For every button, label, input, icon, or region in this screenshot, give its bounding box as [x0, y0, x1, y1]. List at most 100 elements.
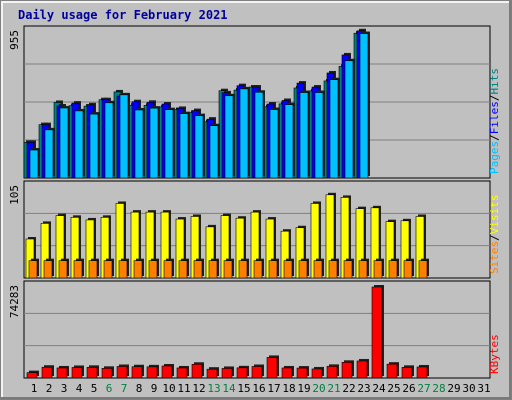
- legend-visits-sites: Sites/Visits: [488, 195, 501, 275]
- bar-sites: [88, 260, 98, 279]
- bar-sites: [388, 260, 398, 279]
- bar-kbytes: [221, 368, 233, 379]
- bar-pages: [164, 109, 174, 179]
- bar-kbytes: [356, 360, 368, 379]
- x-tick-label: 28: [432, 382, 445, 395]
- bar-sites: [103, 260, 113, 279]
- x-tick-label: 19: [297, 382, 310, 395]
- bar-pages: [89, 113, 99, 179]
- bar-kbytes: [161, 365, 173, 379]
- bar-pages: [329, 79, 339, 179]
- x-tick-label: 31: [477, 382, 490, 395]
- bar-kbytes: [26, 372, 38, 379]
- bar-pages: [119, 94, 129, 179]
- bar-kbytes: [116, 366, 128, 379]
- legend-hits-files-pages: Pages/Files/Hits: [488, 68, 501, 174]
- legend-entry: /: [488, 95, 501, 102]
- bar-kbytes: [41, 366, 53, 379]
- bar-sites: [148, 260, 158, 279]
- bar-kbytes: [416, 366, 428, 379]
- bar-kbytes: [56, 367, 68, 379]
- bar-kbytes: [206, 368, 218, 379]
- x-tick-label: 12: [192, 382, 205, 395]
- bar-pages: [104, 102, 114, 179]
- bar-kbytes: [281, 367, 293, 379]
- bar-sites: [73, 260, 83, 279]
- x-tick-label: 29: [447, 382, 460, 395]
- bar-pages: [74, 110, 84, 179]
- bar-sites: [118, 260, 128, 279]
- x-tick-label: 27: [417, 382, 430, 395]
- x-tick-label: 17: [267, 382, 280, 395]
- x-tick-label: 13: [207, 382, 220, 395]
- ymax-label: 955: [8, 30, 21, 50]
- bar-sites: [343, 260, 353, 279]
- legend-entry: Pages: [488, 141, 501, 174]
- bar-sites: [178, 260, 188, 279]
- bar-sites: [358, 260, 368, 279]
- chart-title: Daily usage for February 2021: [18, 8, 228, 22]
- bar-kbytes: [236, 367, 248, 379]
- bar-pages: [44, 129, 54, 179]
- x-tick-label: 10: [162, 382, 175, 395]
- x-tick-label: 7: [121, 382, 128, 395]
- bar-kbytes: [86, 367, 98, 379]
- bar-sites: [313, 260, 323, 279]
- bar-kbytes: [191, 363, 203, 379]
- legend-entry: /: [488, 134, 501, 141]
- x-tick-label: 9: [151, 382, 158, 395]
- x-tick-label: 20: [312, 382, 325, 395]
- x-tick-label: 6: [106, 382, 113, 395]
- x-tick-label: 30: [462, 382, 475, 395]
- x-tick-label: 24: [372, 382, 386, 395]
- panel-kbytes: [23, 280, 491, 379]
- bar-sites: [283, 260, 293, 279]
- bar-sites: [133, 260, 143, 279]
- bar-sites: [418, 260, 428, 279]
- x-tick-label: 21: [327, 382, 340, 395]
- x-tick-label: 8: [136, 382, 143, 395]
- bar-pages: [179, 113, 189, 179]
- bar-sites: [403, 260, 413, 279]
- bar-kbytes: [266, 357, 278, 379]
- legend-kbytes: KBytes: [488, 334, 501, 374]
- bar-pages: [29, 149, 39, 179]
- bar-pages: [314, 92, 324, 179]
- bar-kbytes: [176, 367, 188, 379]
- bar-sites: [58, 260, 68, 279]
- x-tick-label: 3: [61, 382, 68, 395]
- bar-sites: [208, 260, 218, 279]
- bar-sites: [253, 260, 263, 279]
- bar-pages: [284, 104, 294, 179]
- bar-kbytes: [101, 368, 113, 379]
- x-tick-label: 14: [222, 382, 236, 395]
- bar-kbytes: [71, 367, 83, 379]
- ymax-label: 105: [8, 185, 21, 205]
- bar-kbytes: [311, 368, 323, 379]
- legend-entry: /: [488, 234, 501, 241]
- x-tick-label: 1: [31, 382, 38, 395]
- bar-sites: [373, 260, 383, 279]
- x-tick-label: 16: [252, 382, 265, 395]
- bar-kbytes: [146, 366, 158, 379]
- x-tick-label: 23: [357, 382, 370, 395]
- legend-entry: KBytes: [488, 334, 501, 374]
- bar-pages: [344, 60, 354, 179]
- bar-kbytes: [341, 362, 353, 379]
- bar-sites: [223, 260, 233, 279]
- bar-sites: [298, 260, 308, 279]
- ymax-label: 74283: [8, 285, 21, 318]
- bar-pages: [149, 107, 159, 179]
- bar-sites: [193, 260, 203, 279]
- bar-kbytes: [371, 286, 383, 379]
- bar-sites: [163, 260, 173, 279]
- legend-entry: Sites: [488, 241, 501, 274]
- bar-sites: [28, 260, 38, 279]
- bar-pages: [209, 125, 219, 179]
- bar-pages: [194, 115, 204, 179]
- x-tick-label: 25: [387, 382, 400, 395]
- bar-kbytes: [326, 366, 338, 379]
- bar-pages: [224, 95, 234, 179]
- legend-entry: Visits: [488, 195, 501, 235]
